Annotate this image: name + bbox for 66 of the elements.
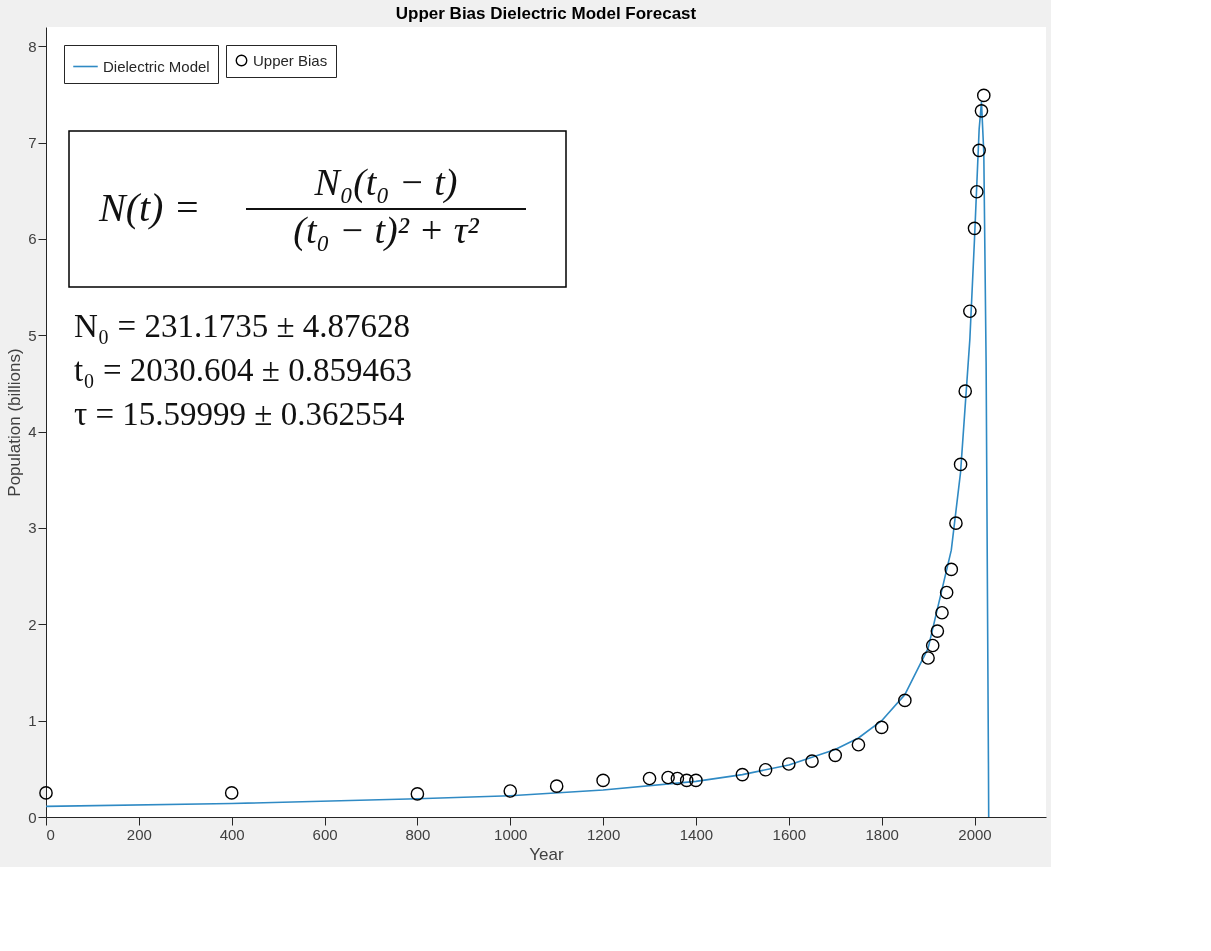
point [689, 773, 703, 788]
point [503, 784, 518, 798]
point [949, 516, 963, 530]
point [661, 770, 675, 785]
point [935, 605, 949, 620]
line-series [46, 101, 990, 817]
y-tick-label: 1 [28, 712, 37, 730]
point [930, 624, 945, 638]
x-axis-title: Year [529, 844, 565, 864]
x-tick-label: 2000 [958, 825, 992, 843]
annotation: t₀ = 2030.604 ± 0.859463 [74, 352, 412, 388]
point [828, 748, 843, 763]
point [944, 562, 959, 577]
point [642, 771, 657, 786]
point [921, 651, 935, 665]
point [953, 457, 968, 472]
x-tick-label: 200 [126, 825, 152, 843]
point [939, 585, 954, 600]
point [925, 638, 940, 653]
x-tick-label: 1600 [772, 825, 806, 843]
x-tick-label: 1800 [865, 825, 899, 843]
chart-title: Upper Bias Dielectric Model Forecast [395, 4, 697, 23]
point [851, 737, 866, 752]
point [596, 773, 610, 788]
y-tick-label: 2 [28, 615, 37, 633]
point [967, 221, 982, 236]
point [735, 767, 750, 782]
point [781, 757, 796, 771]
y-tick-label: 4 [28, 423, 37, 441]
y-tick-label: 6 [28, 230, 37, 248]
y-tick-label: 8 [28, 37, 37, 55]
x-tick-label: 600 [312, 825, 338, 843]
point [874, 720, 889, 735]
y-tick-label: 7 [28, 134, 37, 152]
annotation: τ = 15.59999 ± 0.362554 [74, 396, 405, 432]
annotation: N(t) = [98, 185, 201, 230]
point [963, 304, 977, 319]
point [970, 184, 984, 199]
point [898, 693, 912, 708]
point [976, 88, 991, 103]
point [679, 773, 694, 788]
point [224, 786, 239, 800]
point [39, 786, 53, 800]
legend-label: Dielectric Model [103, 57, 210, 75]
legend-label: Upper Bias [253, 51, 328, 69]
point [958, 384, 973, 398]
annotation: (t₀ − t)² + τ² [293, 209, 480, 252]
x-tick-label: 1200 [586, 825, 621, 843]
point [974, 104, 989, 118]
y-tick-label: 3 [28, 519, 37, 537]
x-tick-label: 0 [46, 825, 55, 843]
point [549, 779, 564, 793]
y-axis-title: Population (billions) [5, 348, 25, 497]
annotation: N₀ = 231.1735 ± 4.87628 [74, 308, 411, 344]
annotation: N₀(t₀ − t) [313, 161, 458, 204]
point [670, 771, 685, 786]
y-tick-label: 0 [28, 808, 37, 826]
point [410, 787, 425, 801]
point [758, 762, 773, 777]
point [805, 754, 819, 768]
y-tick-label: 5 [28, 326, 37, 344]
x-tick-label: 1000 [494, 825, 528, 843]
x-tick-label: 1400 [679, 825, 714, 843]
x-tick-label: 400 [219, 825, 245, 843]
x-tick-label: 800 [405, 825, 431, 843]
point [972, 143, 986, 158]
